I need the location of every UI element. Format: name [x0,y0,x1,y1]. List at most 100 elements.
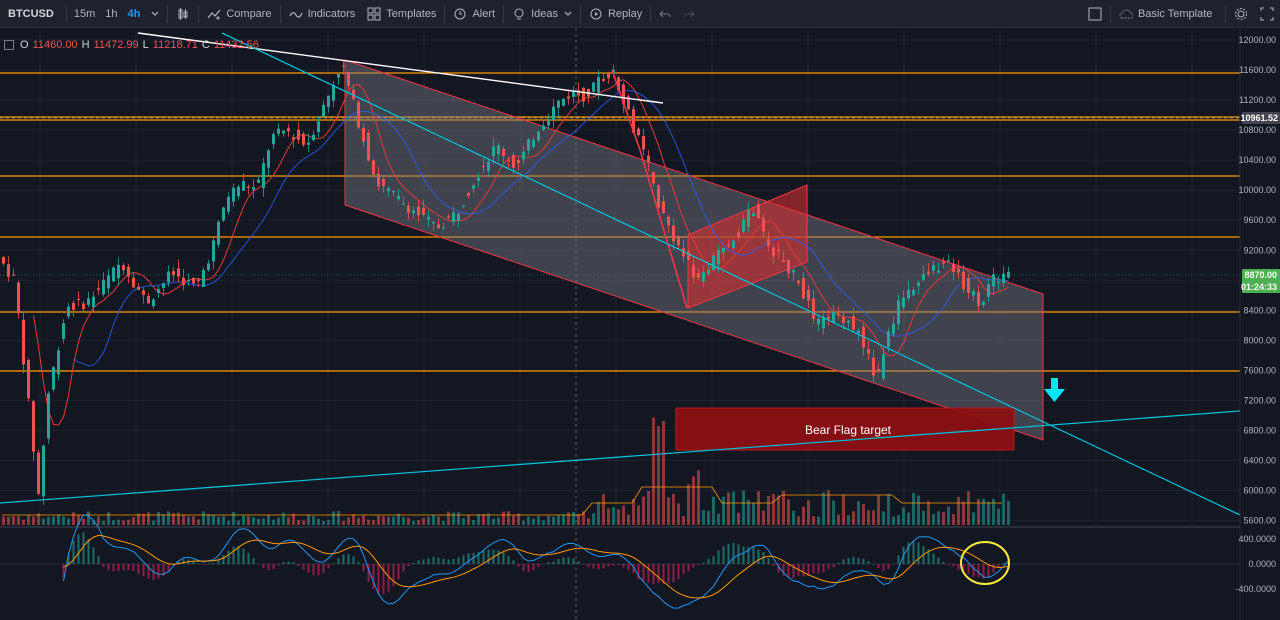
trendline-cyan-down[interactable] [221,32,1241,516]
collapse-legend-icon[interactable] [4,40,14,50]
volume-bar [132,516,135,525]
candle-body [12,274,15,276]
volume-bar [482,513,485,525]
macd-histogram-bar [407,564,410,566]
candle-body [507,159,510,161]
candle-body [237,186,240,197]
candle-body [987,284,990,297]
bear-flag-target-box[interactable] [675,407,1015,451]
candle-body [322,104,325,117]
macd-histogram-bar [862,558,865,564]
macd-histogram-bar [342,554,345,564]
macd-histogram-bar [427,558,430,564]
candle-body [522,151,525,160]
template-selector[interactable]: Basic Template [1113,0,1223,28]
candle-body [337,74,340,78]
volume-bar [582,511,585,525]
price-tick-label: 9600.00 [1243,215,1276,225]
volume-bar [267,514,270,525]
macd-histogram-bar [562,557,565,564]
volume-bar [727,492,730,525]
candle-body [992,274,995,287]
macd-histogram-bar [207,563,210,565]
candle-body [652,171,655,184]
timeframe-4h[interactable]: 4h [127,7,141,20]
volume-bar [407,517,410,525]
macd-histogram-bar [757,549,760,564]
alert-button[interactable]: Alert [447,0,501,28]
volume-bar [147,512,150,525]
impulse-drop-line [611,69,688,309]
candle-body [767,238,770,246]
candle-body [592,82,595,92]
trendline-white[interactable] [137,32,664,104]
macd-histogram-bar [547,562,550,564]
compare-button[interactable]: Compare [201,0,277,28]
price-axis[interactable]: 12000.00 11600.00 11200.00 10800.00 10400.00… [1238,35,1276,526]
price-tick-label: 11200.00 [1239,95,1276,105]
volume-bar [757,491,760,525]
macd-histogram-bar [867,561,870,564]
toolbar-divider [198,4,200,23]
candle-body [832,311,835,322]
toolbar-divider [65,4,67,23]
volume-bar [597,502,600,525]
snapshot-button[interactable] [1254,0,1280,28]
candle-body [362,127,365,142]
macd-histogram-bar [237,546,240,564]
candle-body [957,268,960,273]
macd-line [63,514,1009,609]
gear-icon [1235,8,1247,20]
symbol-search[interactable]: BTCUSD [8,7,54,20]
macd-histogram-bar [412,562,415,564]
candle-body [667,216,670,226]
volume-bar [722,496,725,525]
candle-body [217,221,220,245]
candle-body [232,187,235,202]
compare-label: Compare [226,7,272,20]
candle-body [437,224,440,229]
macd-axis[interactable]: 400.0000 0.0000 -400.0000 [1235,534,1276,594]
candle-body [642,136,645,150]
timeframe-dropdown[interactable] [145,0,165,28]
macd-histogram-bar [87,538,90,564]
candle-body [757,204,760,219]
candle-body [602,78,605,81]
volume-bar [877,495,880,525]
macd-histogram-bar [952,564,955,567]
bear-flag-box[interactable] [687,184,808,309]
volume-bar [77,514,80,525]
fullscreen-toggle[interactable] [1082,0,1108,28]
candle-body [262,162,265,189]
chart-type-button[interactable] [170,0,196,28]
price-chart[interactable]: Bear Flag target 12000.00 11600.00 11200.0… [0,28,1280,620]
timeframe-15m[interactable]: 15m [73,7,96,20]
macd-histogram-bar [147,564,150,579]
templates-icon [367,7,381,20]
volume-bar [502,511,505,525]
redo-button[interactable] [677,0,701,28]
volume-bar [702,510,705,525]
price-tick-label: 6800.00 [1243,426,1276,436]
volume-bar [197,519,200,525]
volume-bar [522,520,525,525]
price-tick-label: 7600.00 [1243,365,1276,375]
candle-body [857,330,860,334]
candle-body [942,261,945,264]
candle-body [402,203,405,205]
candle-body [497,145,500,155]
candle-body [207,263,210,271]
templates-button[interactable]: Templates [361,0,442,28]
trendline-cyan-up[interactable] [0,410,1241,504]
volume-bar [177,512,180,525]
volume-bar [112,520,115,525]
ideas-button[interactable]: Ideas [506,0,578,28]
timeframe-1h[interactable]: 1h [105,7,118,20]
settings-button[interactable] [1228,0,1254,28]
indicators-button[interactable]: Indicators [283,0,362,28]
replay-button[interactable]: Replay [583,0,648,28]
candle-body [542,125,545,130]
macd-histogram-bar [417,560,420,564]
undo-button[interactable] [653,0,677,28]
volume-bar [857,501,860,525]
